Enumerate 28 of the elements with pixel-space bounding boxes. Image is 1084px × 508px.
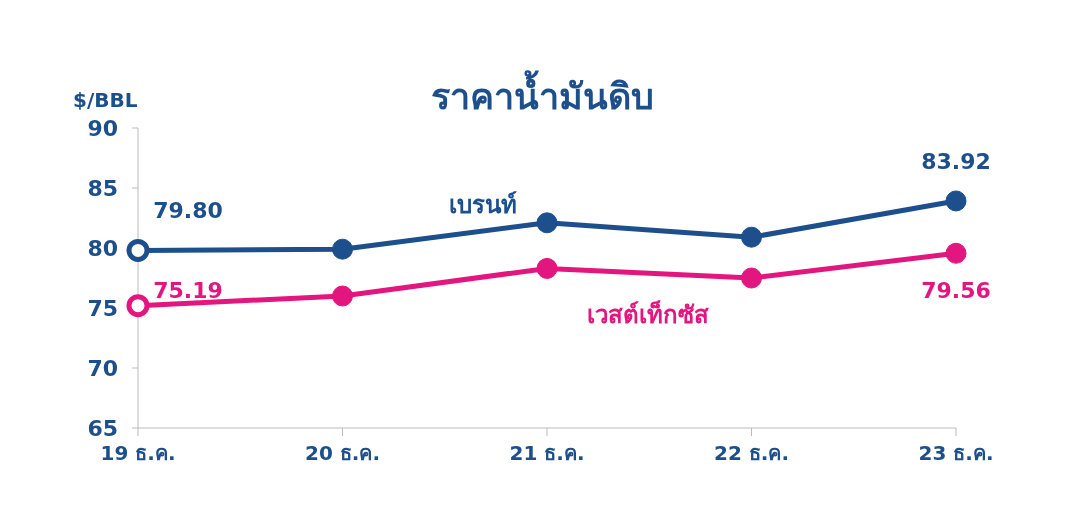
y-tick-label: 85: [87, 175, 118, 201]
y-tick-label: 70: [87, 355, 118, 381]
y-tick-label: 65: [87, 415, 118, 441]
data-label: 83.92: [921, 148, 991, 174]
series-label: เบรนท์: [449, 190, 517, 219]
x-tick-label: 22 ธ.ค.: [714, 441, 789, 466]
data-label: 75.19: [153, 277, 223, 303]
y-tick-label: 80: [87, 235, 118, 261]
point: [741, 267, 762, 289]
y-tick-label: 90: [87, 115, 118, 141]
point: [741, 226, 762, 248]
point: [945, 190, 967, 212]
point: [536, 257, 558, 279]
point: [536, 212, 558, 234]
point: [332, 238, 353, 260]
point: [332, 285, 353, 307]
x-tick-label: 21 ธ.ค.: [509, 441, 585, 466]
x-tick-label: 19 ธ.ค.: [100, 441, 176, 466]
point: [126, 238, 150, 262]
x-tick-label: 23 ธ.ค.: [918, 441, 994, 466]
y-axis-title: $/BBL: [73, 88, 138, 112]
x-tick-label: 20 ธ.ค.: [305, 441, 380, 466]
series-label: เวสต์เท็กซัส: [587, 300, 709, 330]
point: [945, 242, 967, 264]
data-label: 79.56: [921, 278, 991, 304]
point: [126, 294, 150, 318]
data-label: 79.80: [153, 198, 223, 224]
y-tick-label: 75: [87, 295, 118, 321]
